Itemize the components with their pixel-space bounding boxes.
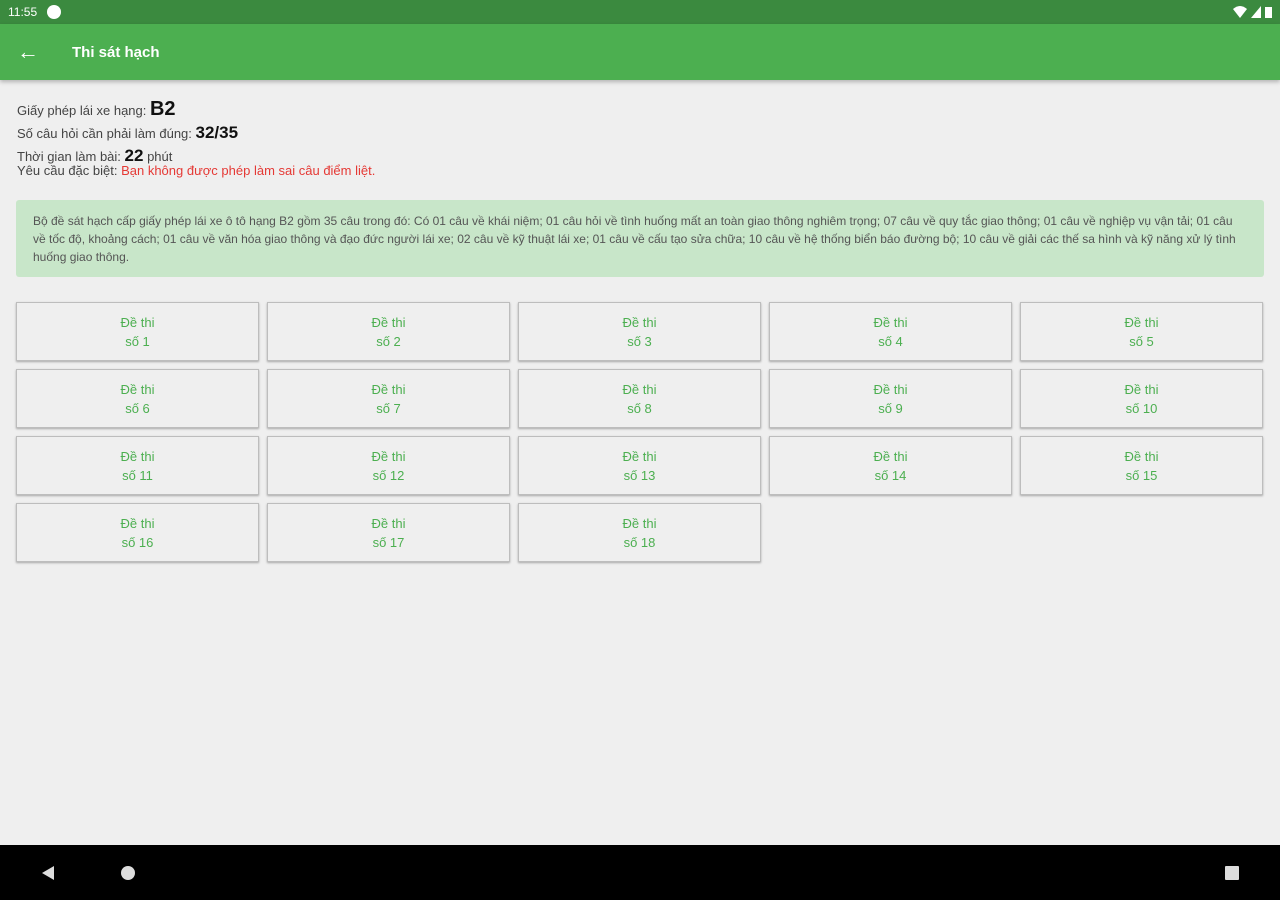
exam-button-7[interactable]: Đề thi số 7 (267, 369, 510, 428)
exam-label: Đề thi (622, 448, 657, 464)
exam-button-18[interactable]: Đề thi số 18 (518, 503, 761, 562)
license-value: B2 (149, 98, 176, 120)
correct-value: 32/35 (195, 123, 239, 142)
exam-label: Đề thi (1124, 314, 1159, 330)
exam-label: Đề thi (120, 381, 155, 397)
exam-label: Đề thi (1124, 381, 1159, 397)
exam-button-10[interactable]: Đề thi số 10 (1020, 369, 1263, 428)
exam-label: Đề thi (622, 381, 657, 397)
back-arrow-icon[interactable]: ← (17, 39, 39, 64)
exam-number: số 16 (121, 534, 154, 550)
special-requirement: Bạn không được phép làm sai câu điểm liệ… (121, 163, 376, 178)
time-label: Thời gian làm bài: (17, 149, 125, 164)
exam-number: số 17 (372, 534, 405, 550)
exam-label: Đề thi (873, 448, 908, 464)
exam-button-13[interactable]: Đề thi số 13 (518, 436, 761, 495)
exam-button-8[interactable]: Đề thi số 8 (518, 369, 761, 428)
exam-number: số 1 (125, 333, 150, 349)
time-value: 22 (124, 146, 144, 165)
exam-label: Đề thi (120, 448, 155, 464)
exam-number: số 5 (1129, 333, 1154, 349)
exam-number: số 14 (874, 467, 907, 483)
exam-label: Đề thi (622, 314, 657, 330)
navigation-bar (0, 845, 1280, 900)
exam-label: Đề thi (1124, 448, 1159, 464)
app-bar: ← Thi sát hạch (0, 24, 1280, 80)
exam-button-17[interactable]: Đề thi số 17 (267, 503, 510, 562)
exam-label: Đề thi (873, 314, 908, 330)
exam-button-11[interactable]: Đề thi số 11 (16, 436, 259, 495)
battery-icon (1265, 7, 1272, 18)
exam-button-3[interactable]: Đề thi số 3 (518, 302, 761, 361)
notification-icon (47, 5, 62, 19)
exam-number: số 10 (1125, 400, 1158, 416)
exam-label: Đề thi (371, 381, 406, 397)
signal-icon (1251, 6, 1261, 18)
exam-button-9[interactable]: Đề thi số 9 (769, 369, 1012, 428)
exam-button-14[interactable]: Đề thi số 14 (769, 436, 1012, 495)
exam-button-12[interactable]: Đề thi số 12 (267, 436, 510, 495)
exam-button-5[interactable]: Đề thi số 5 (1020, 302, 1263, 361)
home-nav-icon[interactable] (120, 865, 136, 881)
exam-number: số 11 (122, 467, 153, 483)
exam-label: Đề thi (622, 515, 657, 531)
recents-nav-icon[interactable] (1224, 865, 1240, 881)
exam-label: Đề thi (371, 448, 406, 464)
status-bar: 11:55 (0, 0, 1280, 24)
exam-button-6[interactable]: Đề thi số 6 (16, 369, 259, 428)
exam-number: số 18 (623, 534, 656, 550)
exam-button-2[interactable]: Đề thi số 2 (267, 302, 510, 361)
exam-button-16[interactable]: Đề thi số 16 (16, 503, 259, 562)
time-unit: phút (143, 149, 173, 164)
exam-number: số 7 (376, 400, 401, 416)
exam-info: Giấy phép lái xe hạng: B2 Số câu hỏi cần… (17, 98, 375, 178)
exam-button-1[interactable]: Đề thi số 1 (16, 302, 259, 361)
exam-number: số 3 (627, 333, 652, 349)
special-label: Yêu cầu đặc biệt: (17, 163, 122, 178)
page-title: Thi sát hạch (72, 43, 160, 61)
exam-number: số 4 (878, 333, 903, 349)
exam-number: số 8 (627, 400, 652, 416)
exam-number: số 15 (1125, 467, 1158, 483)
back-nav-icon[interactable] (40, 865, 56, 881)
exam-description: Bộ đề sát hạch cấp giấy phép lái xe ô tô… (16, 200, 1264, 277)
exam-button-15[interactable]: Đề thi số 15 (1020, 436, 1263, 495)
exam-number: số 9 (878, 400, 903, 416)
exam-button-4[interactable]: Đề thi số 4 (769, 302, 1012, 361)
wifi-icon (1233, 6, 1247, 18)
exam-label: Đề thi (371, 515, 406, 531)
status-time: 11:55 (8, 5, 38, 19)
exam-number: số 13 (623, 467, 656, 483)
exam-label: Đề thi (120, 515, 155, 531)
correct-label: Số câu hỏi cần phải làm đúng: (17, 126, 196, 141)
exam-number: số 6 (125, 400, 150, 416)
exam-label: Đề thi (371, 314, 406, 330)
license-label: Giấy phép lái xe hạng: (17, 103, 150, 118)
exam-number: số 2 (376, 333, 401, 349)
exam-label: Đề thi (120, 314, 155, 330)
exam-number: số 12 (372, 467, 405, 483)
exam-label: Đề thi (873, 381, 908, 397)
exam-grid: Đề thi số 1 Đề thi số 2 Đề thi số 3 Đề thi số 4… (16, 302, 1263, 562)
